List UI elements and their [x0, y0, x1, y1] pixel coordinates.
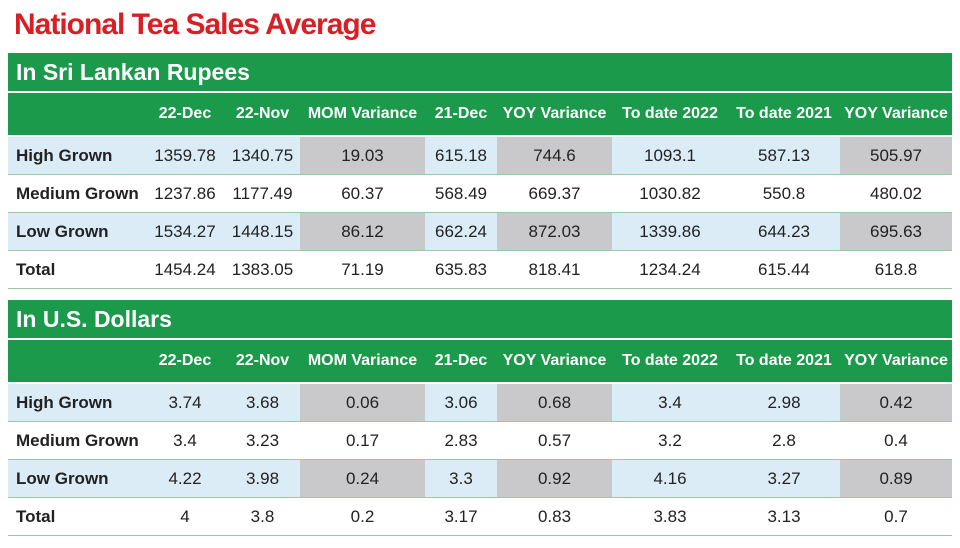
- column-header: 21-Dec: [434, 105, 488, 122]
- column-header: To date 2022: [622, 105, 718, 122]
- table-cell: 2.83: [425, 422, 497, 460]
- table-cell: 0.06: [300, 384, 425, 422]
- table-cell: 0.42: [840, 384, 952, 422]
- table-cell: 662.24: [425, 213, 497, 251]
- column-header: To date 2022: [622, 352, 718, 369]
- column-header: To date 2021: [736, 352, 832, 369]
- table-cell: 1177.49: [225, 175, 300, 213]
- table-cell: 0.2: [300, 498, 425, 536]
- table-cell: 2.98: [728, 384, 840, 422]
- table-cell: 1030.82: [612, 175, 728, 213]
- column-header: MOM Variance: [307, 352, 418, 369]
- section-title: In U.S. Dollars: [8, 300, 952, 338]
- column-header: 22-Dec: [158, 352, 212, 369]
- row-label: Total: [8, 251, 145, 289]
- table-cell: 0.24: [300, 460, 425, 498]
- table-cell: 2.8: [728, 422, 840, 460]
- table-cell: 818.41: [497, 251, 612, 289]
- table-cell: 3.74: [145, 384, 225, 422]
- table-cell: 19.03: [300, 137, 425, 175]
- table-cell: 71.19: [300, 251, 425, 289]
- table-cell: 3.27: [728, 460, 840, 498]
- table-cell: 635.83: [425, 251, 497, 289]
- table-cell: 0.89: [840, 460, 952, 498]
- table-cell: 1383.05: [225, 251, 300, 289]
- table-cell: 1237.86: [145, 175, 225, 213]
- table-cell: 3.8: [225, 498, 300, 536]
- table-cell: 3.06: [425, 384, 497, 422]
- table-cell: 1359.78: [145, 137, 225, 175]
- column-header: 21-Dec: [434, 352, 488, 369]
- table-cell: 618.8: [840, 251, 952, 289]
- section-title: In Sri Lankan Rupees: [8, 53, 952, 91]
- table-cell: 568.49: [425, 175, 497, 213]
- table-cell: 0.68: [497, 384, 612, 422]
- table-cell: 3.4: [145, 422, 225, 460]
- table-cell: 0.83: [497, 498, 612, 536]
- table-cell: 744.6: [497, 137, 612, 175]
- table-cell: 1534.27: [145, 213, 225, 251]
- column-header: YOY Variance: [502, 352, 607, 369]
- table-cell: 0.92: [497, 460, 612, 498]
- row-label: Medium Grown: [8, 422, 145, 460]
- table-cell: 4.22: [145, 460, 225, 498]
- column-header: MOM Variance: [307, 105, 418, 122]
- table-cell: 0.17: [300, 422, 425, 460]
- table-cell: 3.98: [225, 460, 300, 498]
- column-header: YOY Variance: [844, 105, 948, 122]
- table-cell: 1093.1: [612, 137, 728, 175]
- row-label: Low Grown: [8, 213, 145, 251]
- table-cell: 3.23: [225, 422, 300, 460]
- column-header: 22-Nov: [235, 352, 290, 369]
- column-header: YOY Variance: [502, 105, 607, 122]
- page-title: National Tea Sales Average: [14, 8, 376, 41]
- table-cell: 550.8: [728, 175, 840, 213]
- row-label: High Grown: [8, 137, 145, 175]
- table-cell: 587.13: [728, 137, 840, 175]
- table-cell: 615.18: [425, 137, 497, 175]
- table-cell: 1340.75: [225, 137, 300, 175]
- column-header: 22-Dec: [158, 105, 212, 122]
- table-cell: 1339.86: [612, 213, 728, 251]
- table-cell: 4: [145, 498, 225, 536]
- table-cell: 1448.15: [225, 213, 300, 251]
- row-label: Total: [8, 498, 145, 536]
- column-header: 22-Nov: [235, 105, 290, 122]
- table-cell: 695.63: [840, 213, 952, 251]
- table-cell: 3.68: [225, 384, 300, 422]
- table-cell: 4.16: [612, 460, 728, 498]
- row-label: High Grown: [8, 384, 145, 422]
- table-cell: 0.57: [497, 422, 612, 460]
- table-cell: 0.7: [840, 498, 952, 536]
- column-header: YOY Variance: [844, 352, 948, 369]
- row-label: Low Grown: [8, 460, 145, 498]
- table-cell: 872.03: [497, 213, 612, 251]
- table-cell: 3.2: [612, 422, 728, 460]
- table-cell: 86.12: [300, 213, 425, 251]
- table-cell: 480.02: [840, 175, 952, 213]
- header-row: [8, 340, 952, 382]
- table-cell: 505.97: [840, 137, 952, 175]
- table-cell: 1234.24: [612, 251, 728, 289]
- table-cell: 3.13: [728, 498, 840, 536]
- table-cell: 3.4: [612, 384, 728, 422]
- header-row: [8, 93, 952, 135]
- table-cell: 3.3: [425, 460, 497, 498]
- table-cell: 644.23: [728, 213, 840, 251]
- table-cell: 0.4: [840, 422, 952, 460]
- table-cell: 3.17: [425, 498, 497, 536]
- table-cell: 1454.24: [145, 251, 225, 289]
- table-cell: 60.37: [300, 175, 425, 213]
- table-cell: 615.44: [728, 251, 840, 289]
- row-label: Medium Grown: [8, 175, 145, 213]
- table-cell: 669.37: [497, 175, 612, 213]
- table-cell: 3.83: [612, 498, 728, 536]
- column-header: To date 2021: [736, 105, 832, 122]
